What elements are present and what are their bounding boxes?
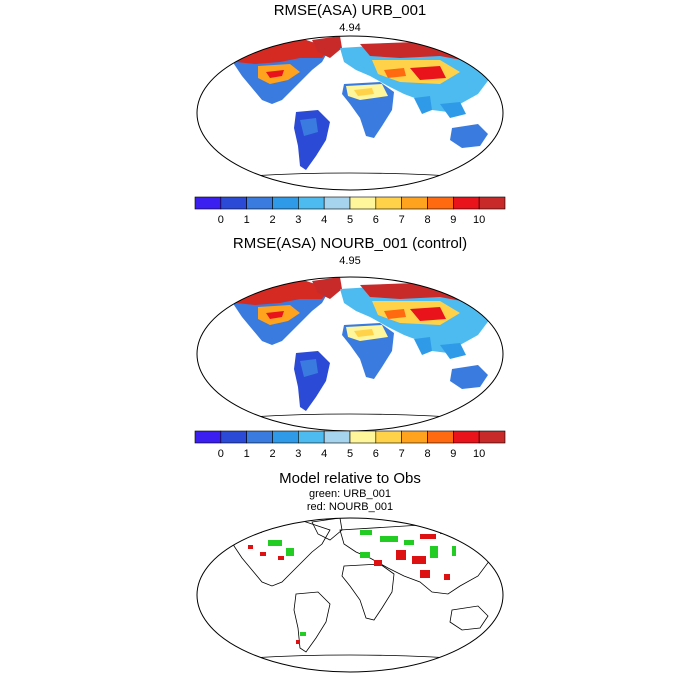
colorbar-swatch (298, 430, 325, 444)
map-relative (196, 517, 504, 673)
colorbar-swatch (349, 196, 377, 210)
land-greenland (312, 36, 342, 58)
colorbar-tick-label: 3 (295, 448, 301, 460)
colorbar-swatch (375, 430, 402, 444)
colorbar-swatch (323, 430, 351, 444)
colorbar-tick-label: 5 (347, 448, 353, 460)
colorbar-tick-label: 4 (321, 214, 327, 226)
colorbar-swatch (349, 430, 377, 444)
colorbar-tick-label: 6 (373, 214, 379, 226)
colorbar-2: 0 1 2 3 4 5 6 7 8 9 10 (194, 430, 506, 460)
colorbar-swatch (298, 196, 325, 210)
colorbar-tick-label: 0 (218, 214, 224, 226)
relative-markers (248, 528, 456, 644)
colorbar-swatch (453, 196, 480, 210)
map-urb (196, 35, 504, 191)
colorbar-tick-label: 2 (269, 214, 275, 226)
colorbar-tick-label: 9 (450, 448, 456, 460)
colorbar-swatch (220, 430, 247, 444)
colorbar-1: 0 1 2 3 4 5 6 7 8 9 10 (194, 196, 506, 226)
colorbar-swatch (323, 196, 351, 210)
colorbar-tick-label: 10 (473, 448, 485, 460)
colorbar-swatch (478, 430, 506, 444)
panel-urb: RMSE(ASA) URB_001 4.94 (0, 0, 700, 235)
colorbar-tick-label: 0 (218, 448, 224, 460)
colorbar-tick-label: 7 (399, 214, 405, 226)
panel-subtitle: 4.94 (339, 22, 361, 34)
colorbar-swatch (194, 430, 222, 444)
colorbar-tick-label: 8 (424, 214, 430, 226)
colorbar-tick-label: 3 (295, 214, 301, 226)
colorbar-tick-label: 10 (473, 214, 485, 226)
colorbar-swatch (453, 430, 480, 444)
colorbar-tick-label: 7 (399, 448, 405, 460)
colorbar-swatch (375, 196, 402, 210)
panel-subtitle: 4.95 (339, 255, 361, 267)
colorbar-tick-label: 5 (347, 214, 353, 226)
panel-title: Model relative to Obs (279, 470, 421, 487)
legend-line-red: red: NOURB_001 (306, 501, 394, 513)
colorbar-swatch (427, 430, 454, 444)
colorbar-swatch (220, 196, 247, 210)
colorbar-tick-label: 1 (244, 448, 250, 460)
legend-line-green: green: URB_001 (309, 488, 391, 500)
colorbar-swatch (194, 196, 222, 210)
na-high-rmse (232, 38, 330, 64)
colorbar-swatch (401, 430, 428, 444)
map-nourb (196, 276, 504, 432)
colorbar-tick-label: 6 (373, 448, 379, 460)
colorbar-tick-label: 9 (450, 214, 456, 226)
colorbar-swatch (478, 196, 506, 210)
colorbar-swatch (246, 196, 273, 210)
colorbar-swatch (246, 430, 273, 444)
panel-title: RMSE(ASA) NOURB_001 (control) (232, 235, 468, 252)
colorbar-swatch (272, 196, 299, 210)
colorbar-tick-label: 8 (424, 448, 430, 460)
panel-title: RMSE(ASA) URB_001 (273, 2, 427, 19)
colorbar-tick-label: 1 (244, 214, 250, 226)
colorbar-tick-label: 2 (269, 448, 275, 460)
colorbar-swatch (272, 430, 299, 444)
colorbar-swatch (427, 196, 454, 210)
colorbar-tick-label: 4 (321, 448, 327, 460)
land-australia (450, 124, 488, 148)
colorbar-swatch (401, 196, 428, 210)
